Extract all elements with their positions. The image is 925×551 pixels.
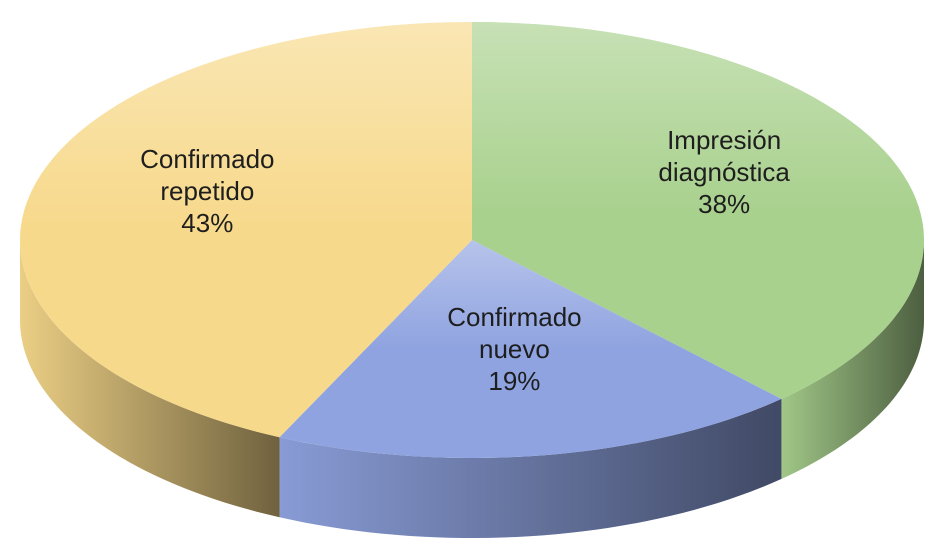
slice-shine xyxy=(472,22,924,399)
value-label: 43% xyxy=(181,208,234,239)
slice-label: Confirmado repetido 43% xyxy=(117,143,297,239)
slice-side-shade xyxy=(279,398,782,538)
value-label: 38% xyxy=(698,188,751,219)
slice-side-shade xyxy=(781,240,924,479)
category-label: Confirmado repetido xyxy=(140,144,275,207)
slice-side-shade xyxy=(20,240,280,518)
slice-label: Confirmado nuevo 19% xyxy=(424,301,604,397)
value-label: 19% xyxy=(488,366,541,397)
slice-shine xyxy=(19,22,473,438)
slice-shine xyxy=(279,240,782,458)
slice-label: Impresión diagnóstica 38% xyxy=(634,124,814,220)
category-label: Impresión diagnóstica xyxy=(658,124,790,187)
category-label: Confirmado nuevo xyxy=(447,302,582,365)
